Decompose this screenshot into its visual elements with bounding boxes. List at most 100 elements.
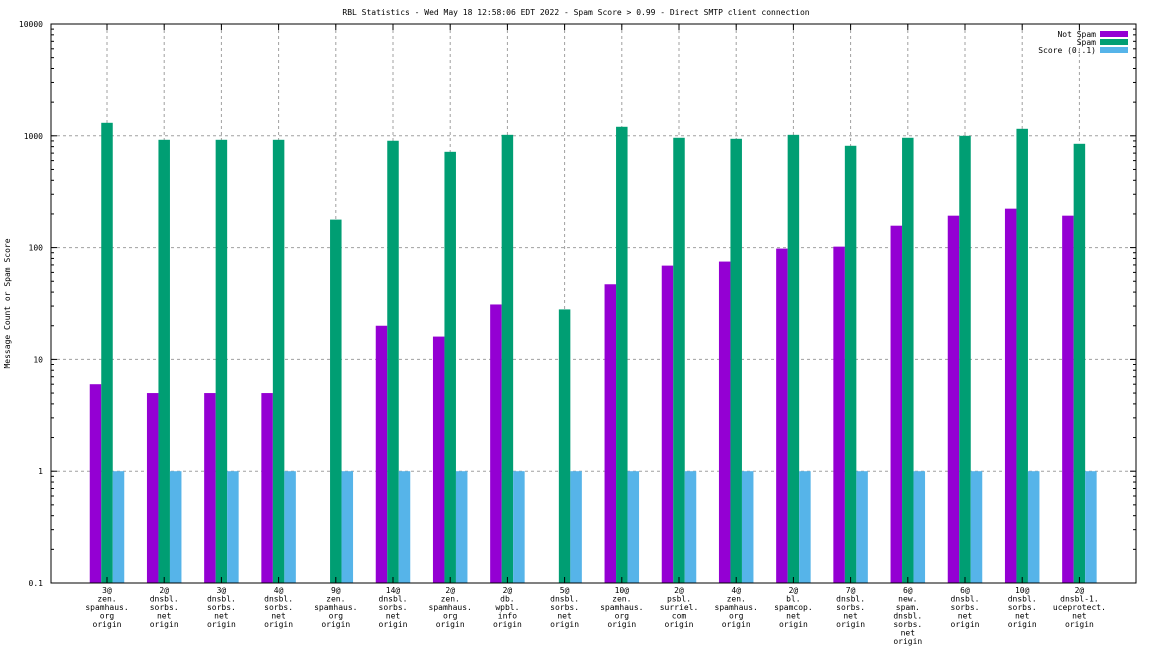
- bar-spam: [787, 134, 800, 583]
- x-tick-label-line: 2@: [503, 586, 513, 595]
- x-tick-label-line: 2@: [789, 586, 799, 595]
- legend-label: Score (0..1): [1038, 46, 1096, 55]
- y-tick-label: 100: [29, 244, 44, 253]
- x-tick-label-line: origin: [436, 620, 465, 629]
- bar-score: [799, 471, 811, 583]
- bar-score: [513, 471, 525, 583]
- bar-score: [627, 471, 640, 583]
- x-tick-label-line: dnsbl.: [836, 595, 865, 604]
- bar-spam: [444, 151, 456, 584]
- x-tick-label: 2@ bl. spamcop. net origin: [774, 586, 813, 629]
- x-tick-label-line: info: [498, 612, 517, 621]
- bars: [89, 122, 1097, 584]
- x-tick-label-line: spamcop.: [774, 603, 813, 612]
- x-tick-label-line: origin: [1065, 620, 1094, 629]
- y-axis-label: Message Count or Spam Score: [3, 238, 12, 368]
- bar-score: [227, 471, 239, 583]
- bar-spam: [1073, 143, 1086, 583]
- bar-not-spam: [890, 225, 903, 583]
- bar-score: [970, 471, 983, 583]
- x-tick-label-line: spamhaus.: [85, 603, 128, 612]
- bar-score: [169, 471, 182, 583]
- x-tick-label: 2@ dnsbl-1. uceprotect. net origin: [1053, 586, 1106, 629]
- x-tick-label-line: net: [1072, 612, 1087, 621]
- bar-score: [1085, 471, 1097, 583]
- bar-spam: [101, 122, 113, 584]
- x-tick-label-line: origin: [321, 620, 350, 629]
- x-tick-label-line: spamhaus.: [314, 603, 357, 612]
- bar-not-spam: [718, 261, 731, 583]
- bar-not-spam: [375, 325, 388, 583]
- x-tick-label-line: 2@: [445, 586, 455, 595]
- bar-score: [856, 471, 868, 583]
- x-tick-label: 10@ dnsbl. sorbs. net origin: [1008, 586, 1037, 629]
- x-tick-label-line: 5@: [560, 586, 570, 595]
- x-tick-label: 6@ new. spam. dnsbl. sorbs. net origin: [893, 586, 922, 646]
- x-tick-label-line: spamhaus.: [715, 603, 758, 612]
- bar-score: [341, 471, 354, 583]
- x-tick-label-line: net: [271, 612, 286, 621]
- x-tick-label-line: sorbs.: [893, 620, 922, 629]
- x-tick-label-line: dnsbl.: [550, 595, 579, 604]
- x-tick-label-line: com: [672, 612, 687, 621]
- x-tick-label-line: 6@: [960, 586, 970, 595]
- legend-swatch: [1100, 47, 1128, 53]
- x-tick-label-line: spamhaus.: [429, 603, 472, 612]
- x-tick-label-line: 4@: [731, 586, 741, 595]
- x-tick-label-line: origin: [379, 620, 408, 629]
- bar-not-spam: [833, 246, 845, 584]
- x-tick-label-line: zen.: [612, 595, 631, 604]
- x-tick-label: 9@ zen. spamhaus. org origin: [314, 586, 357, 629]
- bar-spam: [616, 126, 628, 584]
- bar-spam: [844, 145, 857, 584]
- x-tick-label-line: surriel.: [660, 603, 699, 612]
- x-tick-label-line: dnsbl.: [207, 595, 236, 604]
- chart-title: RBL Statistics - Wed May 18 12:58:06 EDT…: [342, 8, 809, 17]
- x-tick-label-line: wpbl.: [495, 603, 519, 612]
- bar-score: [684, 471, 697, 583]
- x-tick-label-line: sorbs.: [951, 603, 980, 612]
- x-tick-label: 2@ zen. spamhaus. org origin: [429, 586, 472, 629]
- x-tick-label-line: net: [901, 629, 916, 638]
- bar-spam: [272, 139, 285, 583]
- x-tick-label: 2@ psbl. surriel. com origin: [660, 586, 699, 629]
- x-tick-label-line: net: [386, 612, 401, 621]
- bar-score: [455, 471, 468, 583]
- x-tick-label: 6@ dnsbl. sorbs. net origin: [951, 586, 980, 629]
- bar-spam: [558, 309, 571, 583]
- bar-not-spam: [661, 265, 674, 583]
- x-tick-label-line: origin: [1008, 620, 1037, 629]
- bar-score: [913, 471, 926, 583]
- bar-score: [1027, 471, 1040, 583]
- x-tick-label-line: zen.: [326, 595, 345, 604]
- x-tick-label: 7@ dnsbl. sorbs. net origin: [836, 586, 865, 629]
- x-tick-label-line: net: [958, 612, 973, 621]
- x-tick-label-line: org: [615, 612, 630, 621]
- x-tick-label-line: origin: [836, 620, 865, 629]
- x-tick-label-line: org: [100, 612, 115, 621]
- bar-spam: [501, 134, 514, 583]
- x-tick-label-line: net: [157, 612, 172, 621]
- bar-score: [570, 471, 582, 583]
- x-tick-label-line: sorbs.: [264, 603, 293, 612]
- x-tick-label-line: origin: [607, 620, 636, 629]
- bar-not-spam: [204, 393, 216, 583]
- bar-not-spam: [776, 248, 788, 583]
- x-tick-label-line: origin: [493, 620, 522, 629]
- bar-not-spam: [604, 284, 617, 583]
- x-tick-label-line: org: [443, 612, 458, 621]
- x-tick-label-line: dnsbl-1.: [1060, 595, 1099, 604]
- bar-spam: [1016, 128, 1028, 583]
- x-tick-label-line: origin: [893, 637, 922, 646]
- x-tick-label-line: org: [729, 612, 744, 621]
- x-tick-label-line: zen.: [727, 595, 746, 604]
- plot-frame: [50, 23, 1137, 584]
- legend-label: Spam: [1077, 38, 1096, 47]
- x-tick-label-line: dnsbl.: [264, 595, 293, 604]
- x-tick-label-line: net: [557, 612, 572, 621]
- y-tick-label: 10000: [19, 20, 43, 29]
- x-tick-label-line: org: [329, 612, 344, 621]
- bar-spam: [902, 137, 914, 583]
- x-tick-label-line: origin: [93, 620, 122, 629]
